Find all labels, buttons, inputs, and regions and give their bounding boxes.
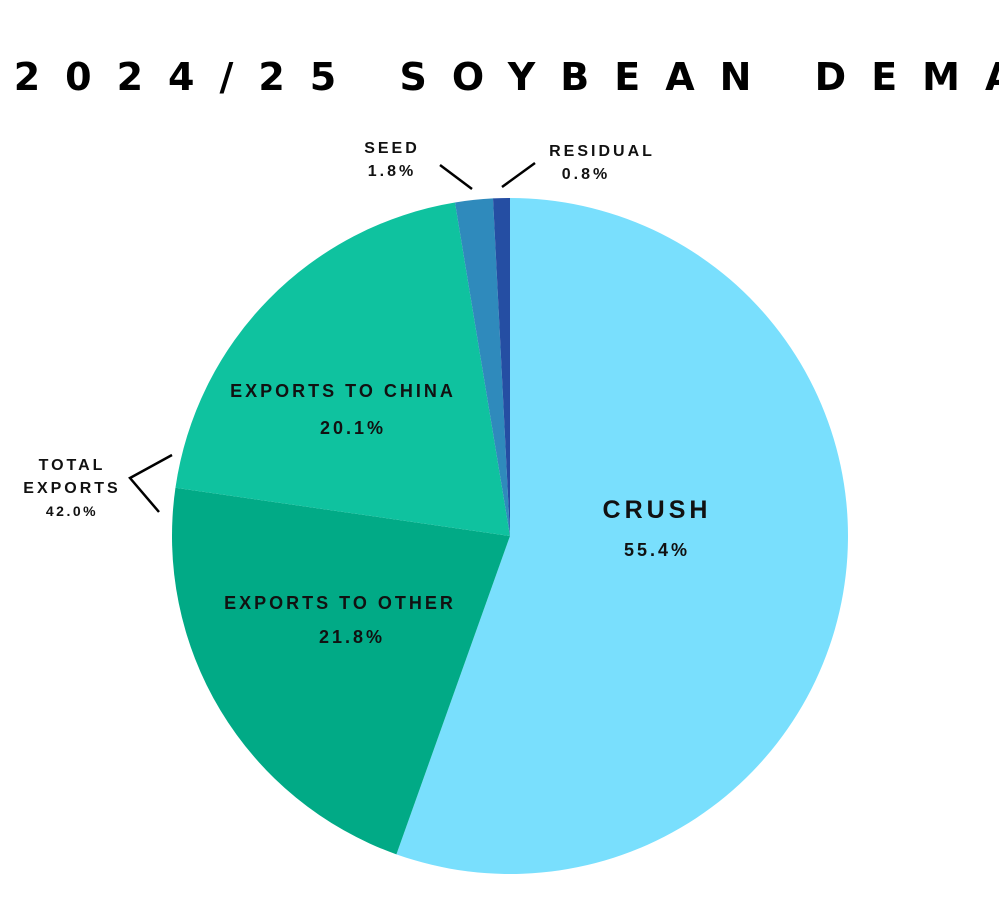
seed-percent: 1.8% bbox=[368, 163, 416, 180]
pie-slice-exports-to-other bbox=[171, 487, 510, 855]
seed-label: SEED bbox=[364, 140, 420, 157]
total-exports-line1: TOTAL bbox=[39, 457, 106, 474]
seed-leader-line bbox=[439, 164, 473, 190]
exports-other-percent: 21.8% bbox=[319, 627, 385, 647]
residual-percent: 0.8% bbox=[562, 166, 610, 183]
chart-title: US 2024/25 SOYBEAN DEMAND bbox=[0, 55, 999, 99]
exports-china-percent: 20.1% bbox=[320, 418, 386, 438]
total-exports-bracket bbox=[128, 453, 173, 513]
crush-label: CRUSH bbox=[603, 496, 712, 524]
total-exports-line2: EXPORTS bbox=[23, 480, 120, 497]
residual-leader-line bbox=[501, 161, 536, 189]
pie-slice-seed bbox=[454, 198, 510, 536]
residual-label: RESIDUAL bbox=[549, 143, 655, 160]
exports-other-label: EXPORTS TO OTHER bbox=[224, 593, 456, 613]
pie-slice-crush bbox=[396, 198, 848, 874]
pie-slice-residual bbox=[493, 198, 510, 536]
crush-percent: 55.4% bbox=[624, 540, 690, 560]
total-exports-percent: 42.0% bbox=[46, 503, 98, 519]
pie-slice-exports-to-china bbox=[175, 202, 510, 536]
exports-china-label: EXPORTS TO CHINA bbox=[230, 381, 456, 401]
pie-slices bbox=[171, 198, 848, 874]
